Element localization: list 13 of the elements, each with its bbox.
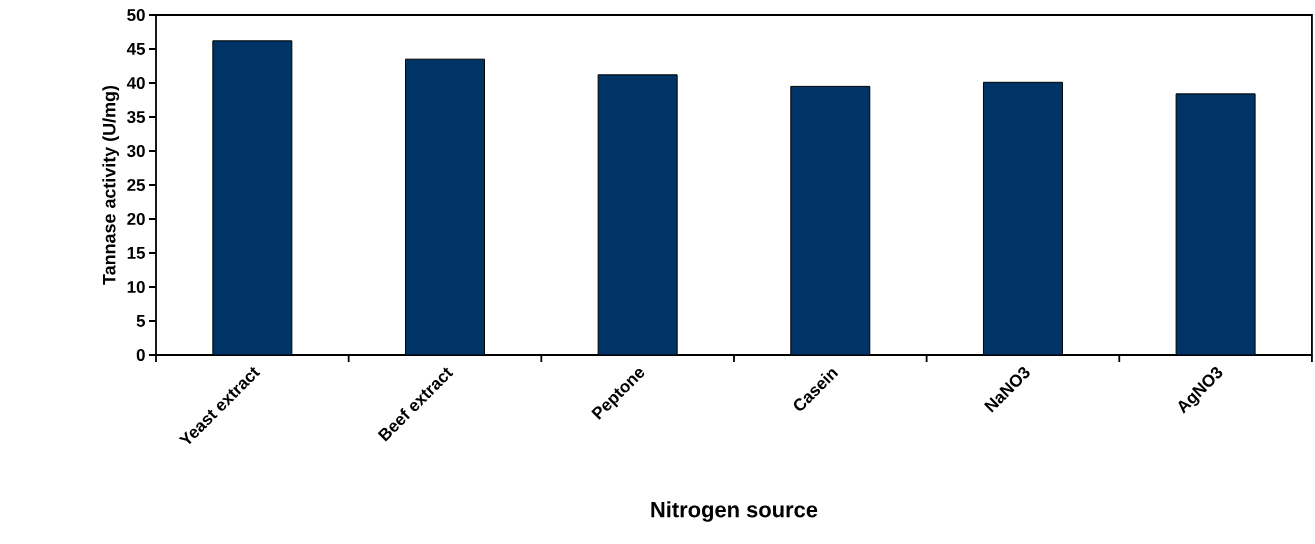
x-axis-title: Nitrogen source xyxy=(651,501,818,522)
y-tick-label: 30 xyxy=(127,144,145,157)
y-tick-label: 50 xyxy=(127,8,145,21)
y-tick-label: 10 xyxy=(127,280,145,293)
y-tick-label: 20 xyxy=(127,212,145,225)
y-tick-label: 15 xyxy=(127,247,146,259)
y-tick-label: 5 xyxy=(136,315,146,327)
y-tick-label: 35 xyxy=(127,110,146,123)
y-tick-label: 25 xyxy=(127,178,146,191)
y-tick-label: 0 xyxy=(136,348,145,361)
y-tick-label: 40 xyxy=(126,76,145,89)
y-tick-label: 45 xyxy=(126,43,146,55)
y-axis-title: Tannase activity (U/mg) xyxy=(102,85,120,285)
